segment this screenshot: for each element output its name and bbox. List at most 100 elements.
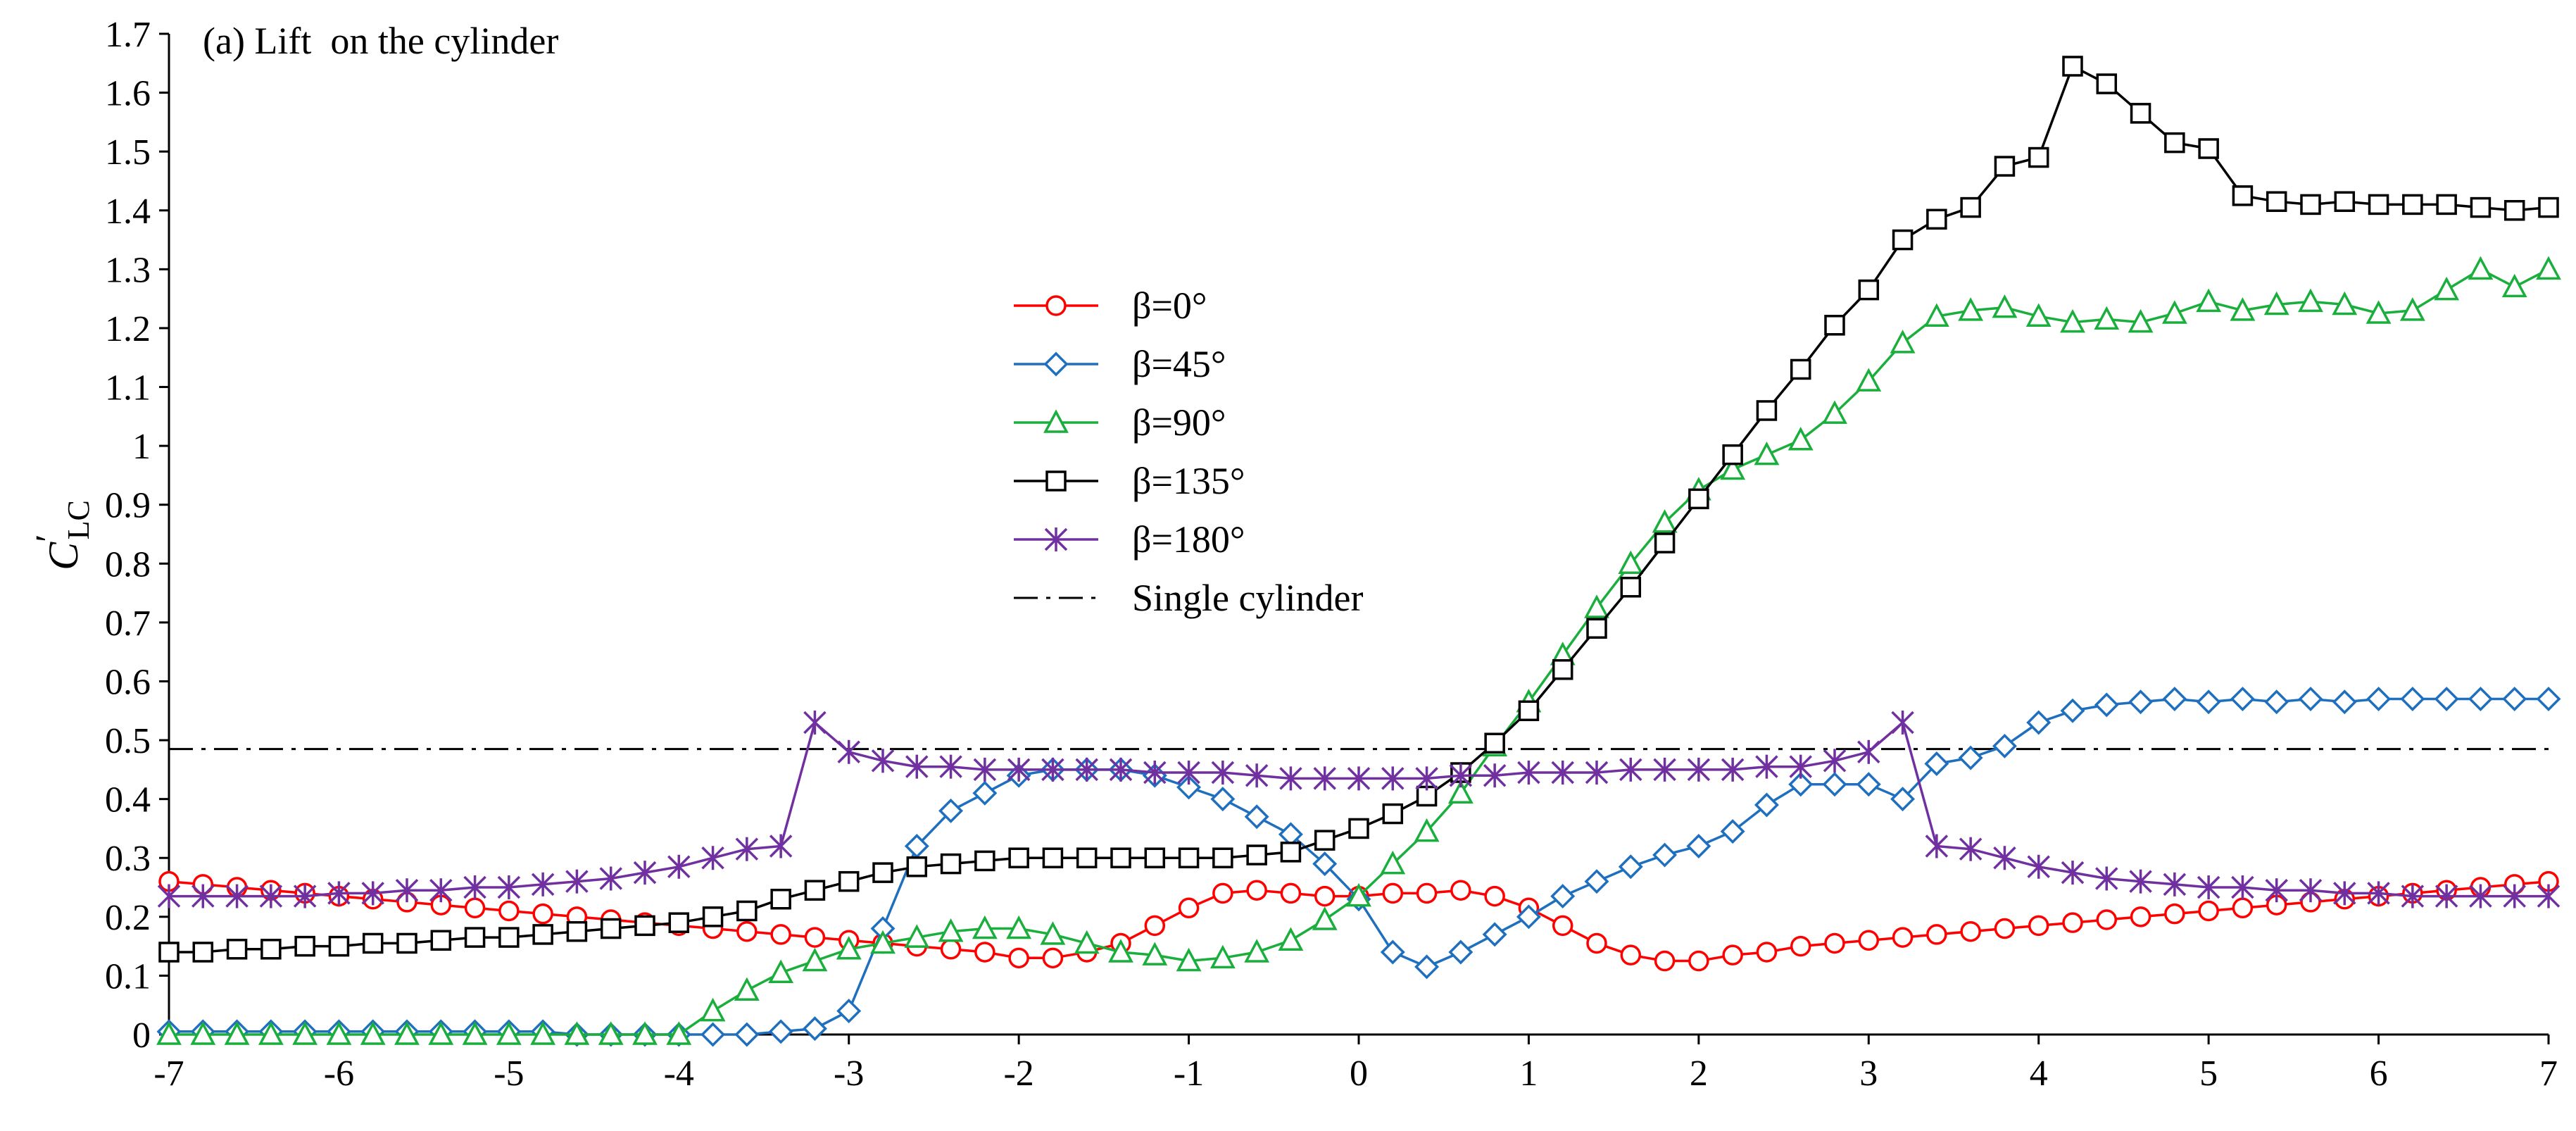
triangle-marker [1210,944,1236,969]
star-marker [157,884,181,908]
triangle-marker [326,1021,352,1045]
circle-marker [1994,918,2016,939]
diamond-marker [1380,939,1405,965]
y-tick-label: 0.2 [105,898,151,938]
y-tick-label: 1 [132,427,151,467]
triangle-marker [666,1021,692,1045]
square-marker [2300,194,2321,215]
triangle-marker [1958,297,1984,321]
y-tick-label: 1.2 [105,309,151,349]
triangle-marker [2536,256,2561,280]
square-marker [2402,194,2423,215]
y-tick-label: 0.1 [105,956,151,996]
circle-marker [2028,915,2049,937]
star-marker [2027,854,2050,879]
square-marker [1246,844,1267,866]
triangle-marker [904,924,930,948]
circle-marker [1756,942,1778,963]
diamond-marker [1482,922,1507,947]
square-marker [1756,400,1778,421]
square-marker [1348,818,1369,839]
star-marker [531,872,555,896]
diamond-marker [836,999,862,1024]
star-marker [1044,527,1068,551]
square-marker [1688,488,1709,510]
circle-marker [1450,880,1471,901]
square-marker [770,888,791,910]
star-marker [259,884,283,908]
square-marker [1008,847,1029,868]
diamond-marker [1210,787,1236,812]
diamond-marker [2264,689,2289,715]
square-marker [838,870,860,892]
square-marker [1280,842,1302,863]
y-tick-label: 1.7 [105,15,151,55]
square-marker [2232,185,2254,206]
circle-marker [2232,897,2254,919]
legend-label: β=90° [1132,401,1226,444]
legend-item: β=135° [1014,460,1245,502]
square-marker [1042,847,1064,868]
circle-marker [2062,912,2083,933]
circle-marker [1552,915,1573,937]
x-tick-label: 5 [2199,1054,2218,1094]
x-tick-label: 7 [2539,1054,2558,1094]
star-marker [2299,878,2323,903]
series-4 [157,710,2561,908]
triangle-marker [2332,291,2358,315]
y-tick-label: 1.5 [105,132,151,173]
triangle-marker [1618,550,1644,575]
square-marker [736,900,758,922]
chart-title: (a) Lift on the cylinder [203,20,558,62]
circle-marker [1212,882,1233,904]
diamond-marker [1312,851,1338,877]
triangle-marker [1890,330,1916,354]
diamond-marker [2094,692,2119,718]
diamond-marker [2502,687,2527,712]
star-marker [191,884,215,908]
circle-marker [1416,882,1438,904]
star-marker [939,754,962,779]
diamond-marker [2026,710,2052,735]
circle-marker [1382,882,1404,904]
y-tick-label: 0.6 [105,662,151,702]
star-marker [667,854,691,879]
circle-marker [2130,906,2151,927]
x-tick-label: 6 [2370,1054,2388,1094]
diamond-marker [2162,687,2187,712]
diamond-marker [1414,954,1440,980]
diamond-marker [1043,351,1069,377]
circle-marker [940,939,962,960]
triangle-marker [1278,927,1304,951]
legend: β=0° β=45° β=90° β=135° β=180° Single cylinde… [1014,285,1363,619]
circle-marker [1314,885,1336,907]
diamond-marker [2230,687,2255,712]
star-marker [1347,766,1371,791]
star-marker [429,878,453,903]
triangle-marker [1043,409,1069,433]
triangle-marker [360,1021,386,1045]
star-marker [2469,884,2492,908]
star-marker [2265,878,2288,903]
star-marker [1109,757,1133,782]
triangle-marker [836,936,862,960]
triangle-marker [598,1021,624,1045]
star-marker [1687,757,1711,782]
triangle-marker [224,1021,250,1045]
x-tick-label: -3 [834,1054,864,1094]
square-marker [2470,196,2492,218]
star-marker [361,881,384,906]
diamond-marker [700,1022,726,1047]
circle-marker [2096,909,2118,930]
square-marker [1858,279,1880,301]
star-marker [2503,884,2526,908]
x-tick-label: 1 [1519,1054,1538,1094]
triangle-marker [2263,291,2289,315]
square-marker [2062,56,2083,77]
y-axis-label-prime: ′ [29,534,69,542]
circle-marker [464,897,486,919]
star-marker [599,866,622,891]
y-tick-label: 1.1 [105,368,151,408]
star-marker [1211,761,1235,785]
square-marker [906,856,928,877]
